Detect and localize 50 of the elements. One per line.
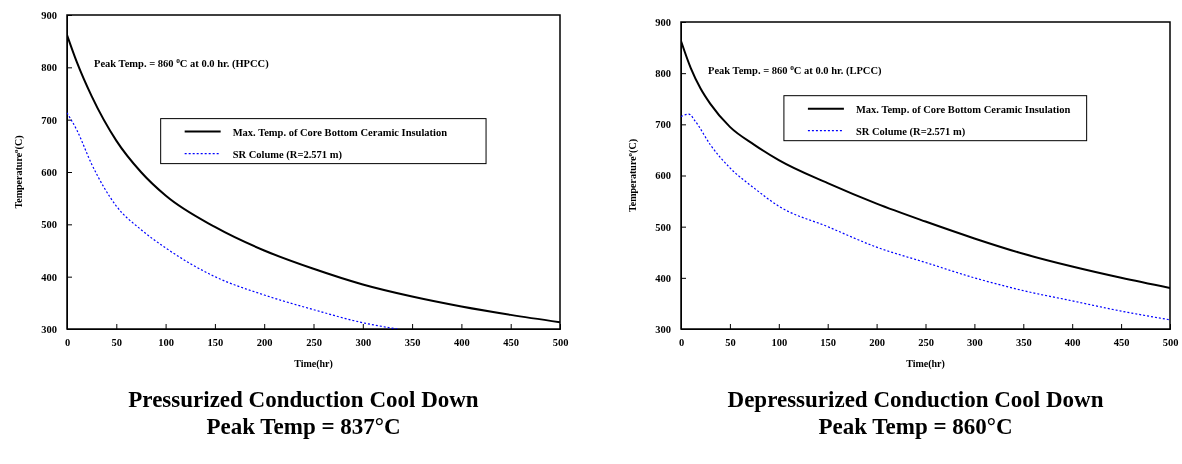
x-tick-label: 200 — [869, 337, 885, 349]
y-tick-label: 900 — [41, 9, 57, 21]
legend-label: Max. Temp. of Core Bottom Ceramic Insulation — [855, 103, 1071, 115]
x-tick-label: 100 — [158, 337, 174, 349]
line-series — [67, 112, 398, 329]
line-series — [681, 113, 1170, 321]
y-tick-label: 500 — [41, 219, 57, 231]
x-tick-label: 450 — [1113, 337, 1130, 349]
y-tick-label: 900 — [655, 16, 671, 28]
y-tick-label: 400 — [655, 272, 671, 284]
x-tick-label: 0 — [64, 337, 71, 349]
text: Peak Temp = 860°C — [818, 414, 1013, 439]
y-tick-label: 700 — [655, 119, 671, 131]
x-tick-label: 200 — [256, 337, 273, 349]
x-tick-label: 0 — [678, 337, 685, 349]
x-tick-label: 300 — [967, 337, 983, 349]
x-tick-label: 150 — [820, 337, 837, 349]
y-tick-label: 800 — [41, 62, 57, 74]
y-tick-label: 800 — [655, 68, 671, 80]
y-tick-label: 700 — [41, 114, 57, 126]
x-tick-label: 250 — [306, 337, 322, 349]
y-tick-label: 600 — [655, 170, 671, 182]
text: Pressurized Conduction Cool Down — [128, 387, 479, 412]
legend-label: SR Colume (R=2.571 m) — [232, 148, 343, 161]
x-tick-label: 400 — [1064, 337, 1081, 349]
text: Peak Temp = 837°C — [206, 414, 401, 439]
text: Depressurized Conduction Cool Down — [727, 387, 1104, 412]
y-tick-label: 400 — [41, 271, 57, 283]
x-tick-label: 500 — [552, 337, 569, 349]
legend-label: SR Colume (R=2.571 m) — [855, 125, 966, 138]
y-tick-label: 300 — [41, 323, 57, 335]
x-tick-label: 150 — [207, 337, 224, 349]
x-tick-label: 500 — [1162, 337, 1179, 349]
x-tick-label: 450 — [503, 337, 520, 349]
x-tick-label: 250 — [918, 337, 934, 349]
y-tick-label: 500 — [655, 221, 671, 233]
x-tick-label: 400 — [454, 337, 470, 349]
x-tick-label: 50 — [111, 337, 123, 349]
x-tick-label: 100 — [771, 337, 788, 349]
x-tick-label: 300 — [355, 337, 372, 349]
x-tick-label: 50 — [725, 337, 736, 349]
y-tick-label: 600 — [41, 166, 57, 178]
annotation: Peak Temp. = 860 $^{o}$C at 0.0 hr. (LPCC) — [708, 62, 882, 77]
x-tick-label: 350 — [404, 337, 421, 349]
x-axis-title: Time(hr) — [294, 358, 333, 370]
legend-label: Max. Temp. of Core Bottom Ceramic Insulation — [232, 126, 448, 138]
x-tick-label: 350 — [1015, 337, 1032, 349]
y-tick-label: 300 — [655, 323, 671, 335]
x-axis-title: Time(hr) — [906, 358, 945, 370]
annotation: Peak Temp. = 860 $^{o}$C at 0.0 hr. (HPCC) — [94, 55, 270, 70]
